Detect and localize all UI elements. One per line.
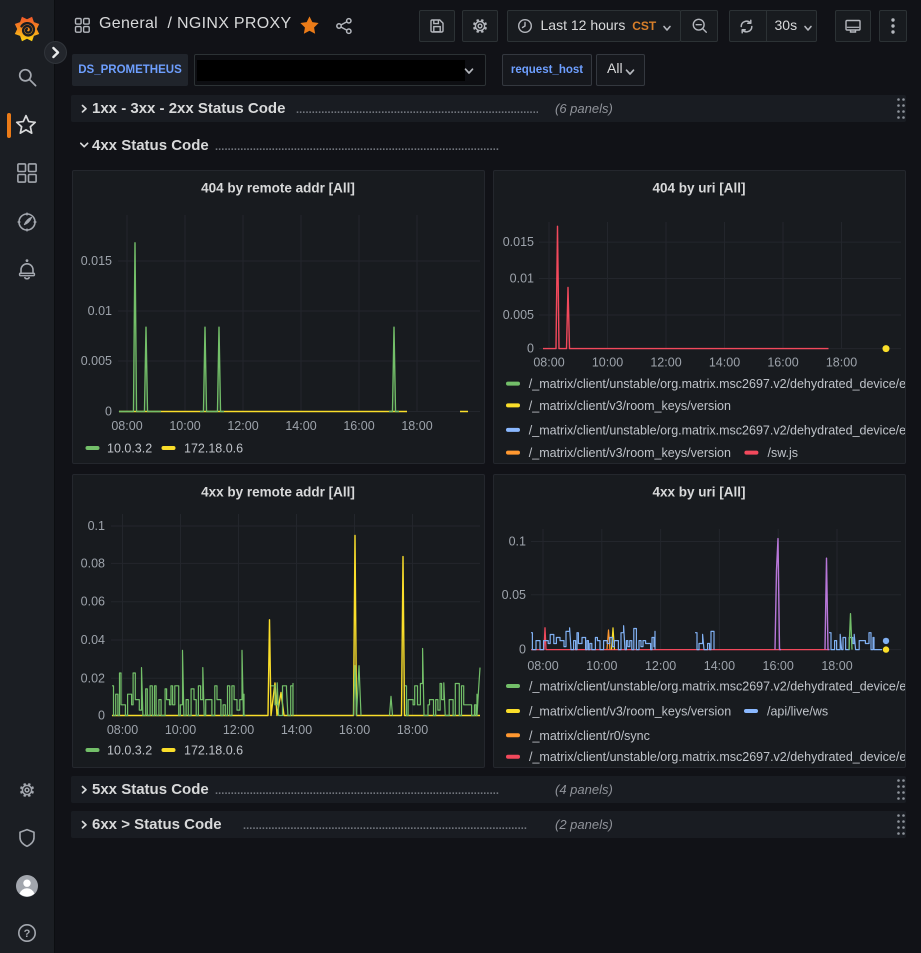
svg-text:/_matrix/client/unstable/org.m: /_matrix/client/unstable/org.matrix.msc2… [529, 750, 906, 764]
svg-text:0: 0 [98, 709, 105, 723]
svg-text:/_matrix/client/v3/room_keys/v: /_matrix/client/v3/room_keys/version [529, 705, 731, 719]
svg-text:08:00: 08:00 [533, 356, 564, 370]
svg-text:0.08: 0.08 [81, 556, 105, 570]
svg-text:172.18.0.6: 172.18.0.6 [184, 442, 243, 456]
svg-text:14:00: 14:00 [285, 419, 316, 433]
svg-text:404 by remote addr [All]: 404 by remote addr [All] [201, 181, 355, 196]
svg-text:0.1: 0.1 [508, 535, 525, 549]
svg-text:12:00: 12:00 [227, 419, 258, 433]
svg-text:/_matrix/client/r0/sync: /_matrix/client/r0/sync [529, 729, 650, 743]
svg-text:0: 0 [105, 405, 112, 419]
svg-text:10.0.3.2: 10.0.3.2 [107, 744, 152, 758]
svg-text:12:00: 12:00 [644, 659, 675, 673]
svg-text:0.005: 0.005 [81, 354, 112, 368]
svg-text:0.01: 0.01 [88, 304, 112, 318]
svg-text:0: 0 [519, 643, 526, 657]
svg-text:/sw.js: /sw.js [767, 446, 798, 460]
svg-text:10:00: 10:00 [169, 419, 200, 433]
svg-text:18:00: 18:00 [401, 419, 432, 433]
svg-text:?: ? [24, 928, 31, 940]
svg-text:/_matrix/client/v3/room_keys/v: /_matrix/client/v3/room_keys/version [528, 446, 730, 460]
svg-text:10.0.3.2: 10.0.3.2 [107, 442, 152, 456]
svg-text:18:00: 18:00 [397, 723, 428, 737]
svg-text:16:00: 16:00 [343, 419, 374, 433]
svg-text:0.005: 0.005 [502, 308, 533, 322]
svg-text:12:00: 12:00 [223, 723, 254, 737]
svg-text:14:00: 14:00 [281, 723, 312, 737]
svg-text:0.015: 0.015 [502, 235, 533, 249]
svg-text:0: 0 [527, 342, 534, 356]
svg-text:/_matrix/client/unstable/org.m: /_matrix/client/unstable/org.matrix.msc2… [529, 680, 906, 694]
svg-text:0.01: 0.01 [509, 272, 533, 286]
svg-text:0.05: 0.05 [501, 588, 525, 602]
svg-text:4xx by uri [All]: 4xx by uri [All] [652, 485, 745, 500]
svg-text:/_matrix/client/unstable/org.m: /_matrix/client/unstable/org.matrix.msc2… [528, 423, 905, 437]
svg-text:18:00: 18:00 [821, 659, 852, 673]
svg-text:172.18.0.6: 172.18.0.6 [184, 744, 243, 758]
svg-text:0.015: 0.015 [81, 254, 112, 268]
svg-text:08:00: 08:00 [527, 659, 558, 673]
svg-text:4xx by remote addr [All]: 4xx by remote addr [All] [201, 485, 355, 500]
svg-text:10:00: 10:00 [591, 356, 622, 370]
svg-text:/_matrix/client/unstable/org.m: /_matrix/client/unstable/org.matrix.msc2… [528, 377, 905, 391]
svg-text:16:00: 16:00 [767, 356, 798, 370]
svg-text:0.04: 0.04 [81, 633, 105, 647]
svg-text:16:00: 16:00 [339, 723, 370, 737]
svg-text:0.06: 0.06 [81, 595, 105, 609]
svg-text:/api/live/ws: /api/live/ws [767, 705, 828, 719]
svg-text:12:00: 12:00 [650, 356, 681, 370]
svg-text:0.1: 0.1 [88, 519, 105, 533]
svg-text:08:00: 08:00 [111, 419, 142, 433]
svg-text:10:00: 10:00 [165, 723, 196, 737]
svg-text:14:00: 14:00 [708, 356, 739, 370]
svg-text:0.02: 0.02 [81, 671, 105, 685]
svg-text:404 by uri [All]: 404 by uri [All] [652, 181, 745, 196]
svg-text:16:00: 16:00 [762, 659, 793, 673]
svg-text:08:00: 08:00 [107, 723, 138, 737]
svg-text:10:00: 10:00 [586, 659, 617, 673]
svg-text:/_matrix/client/v3/room_keys/v: /_matrix/client/v3/room_keys/version [528, 399, 730, 413]
svg-text:14:00: 14:00 [703, 659, 734, 673]
svg-text:18:00: 18:00 [825, 356, 856, 370]
